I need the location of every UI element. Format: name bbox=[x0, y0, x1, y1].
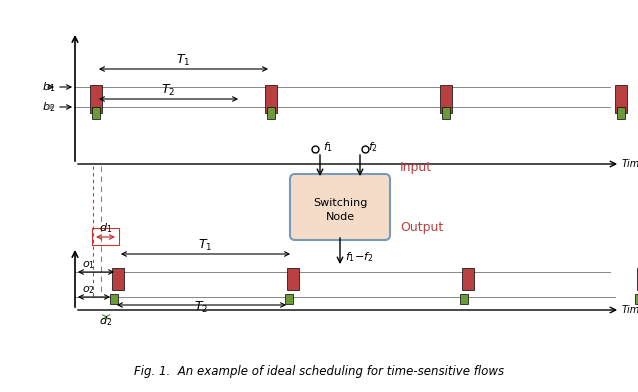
Bar bbox=[110, 294, 118, 304]
Text: $b_1$: $b_1$ bbox=[41, 80, 55, 94]
Text: $f_1$$-$$f_2$: $f_1$$-$$f_2$ bbox=[345, 250, 374, 264]
Text: Fig. 1.  An example of ideal scheduling for time-sensitive flows: Fig. 1. An example of ideal scheduling f… bbox=[134, 365, 504, 379]
Bar bbox=[92, 107, 100, 119]
FancyBboxPatch shape bbox=[290, 174, 390, 240]
Text: Node: Node bbox=[325, 212, 355, 222]
Text: $T_2$: $T_2$ bbox=[195, 300, 209, 315]
Bar bbox=[287, 268, 299, 290]
Text: $f_2$: $f_2$ bbox=[368, 140, 378, 154]
Text: Input: Input bbox=[400, 160, 432, 174]
Bar bbox=[265, 85, 277, 113]
Bar bbox=[635, 294, 638, 304]
Bar bbox=[462, 268, 474, 290]
Text: $d_2$: $d_2$ bbox=[100, 314, 112, 328]
Text: $T_1$: $T_1$ bbox=[198, 238, 212, 253]
Text: $b_2$: $b_2$ bbox=[42, 100, 55, 114]
Bar bbox=[440, 85, 452, 113]
Bar bbox=[90, 85, 102, 113]
Bar bbox=[285, 294, 293, 304]
Text: $f_1$: $f_1$ bbox=[323, 140, 333, 154]
Text: $o_1$: $o_1$ bbox=[82, 259, 95, 271]
Bar bbox=[442, 107, 450, 119]
Text: Time: Time bbox=[622, 305, 638, 315]
Bar bbox=[92, 228, 119, 245]
Text: $T_1$: $T_1$ bbox=[176, 53, 191, 68]
Bar bbox=[267, 107, 275, 119]
Bar bbox=[615, 85, 627, 113]
Bar bbox=[460, 294, 468, 304]
Bar bbox=[112, 268, 124, 290]
Text: $T_2$: $T_2$ bbox=[161, 83, 175, 98]
Text: Output: Output bbox=[400, 221, 443, 234]
Bar bbox=[637, 268, 638, 290]
Text: Switching: Switching bbox=[313, 198, 367, 208]
Text: $d_1$: $d_1$ bbox=[99, 221, 112, 235]
Text: Time: Time bbox=[622, 159, 638, 169]
Text: $o_2$: $o_2$ bbox=[82, 284, 95, 296]
Bar bbox=[617, 107, 625, 119]
